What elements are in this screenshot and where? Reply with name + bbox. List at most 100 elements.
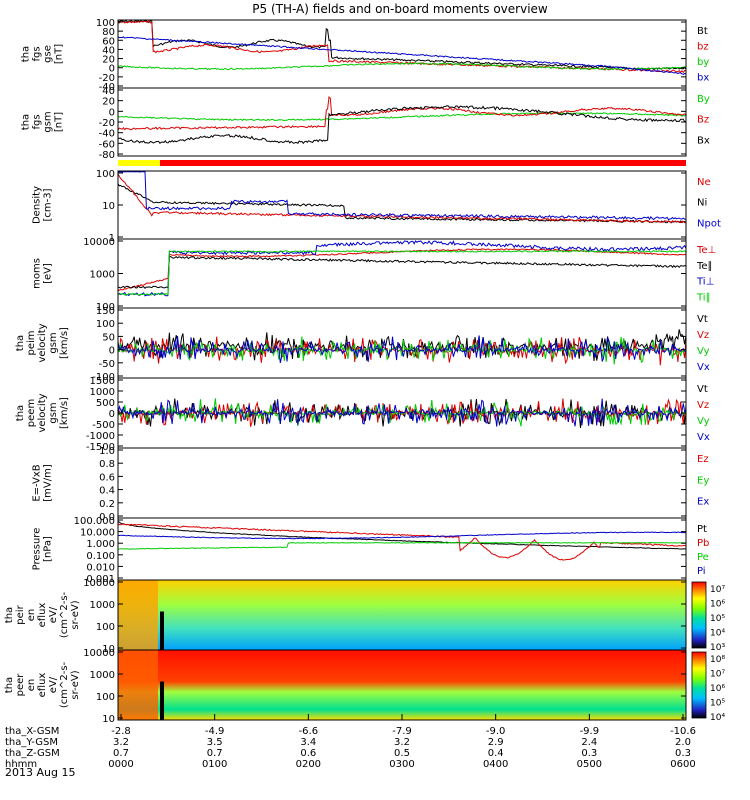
y-label-line: tha xyxy=(4,607,15,623)
colorbar-scale xyxy=(691,651,707,719)
flag-yellow xyxy=(118,160,160,166)
legend-entry-Bx: Bx xyxy=(697,135,710,146)
legend-entry-Vy: Vy xyxy=(697,416,710,427)
y-label-line: eV/ xyxy=(48,676,59,693)
legend-entry-Pe: Pe xyxy=(697,552,709,563)
y-tick-label: 50 xyxy=(102,332,115,343)
y-label-line: en xyxy=(26,609,37,622)
y-tick-label: -60 xyxy=(99,139,115,150)
trace-blue xyxy=(117,36,687,75)
y-label-line: gsm xyxy=(48,332,59,353)
y-tick-label: 1.0 xyxy=(99,446,115,457)
y-tick-label: -1000 xyxy=(86,431,115,442)
y-axis-label: E=-VxB [mV/m] xyxy=(32,464,54,502)
legend-entry-Npot: Npot xyxy=(697,218,721,229)
x-row-value: 0.7 xyxy=(207,748,223,759)
legend-entry-Vt: Vt xyxy=(697,384,708,395)
y-axis-label: tha peir en eflux eV/(cm^2-s-sr-eV) xyxy=(4,591,81,638)
y-tick-label: 1000 xyxy=(90,670,115,681)
y-tick-label: -1500 xyxy=(86,442,115,453)
y-label-line: peem xyxy=(26,399,37,427)
y-tick-label: 100.000 xyxy=(74,516,115,527)
legend-entry-Pi: Pi xyxy=(697,566,706,577)
legend-entry-Ne: Ne xyxy=(697,177,711,188)
panel-frame xyxy=(117,447,687,519)
legend: Te⊥ Te∥ Ti⊥ Ti∥ xyxy=(696,245,716,303)
y-tick-label: 0 xyxy=(109,107,115,118)
colorbar-label: 10⁶ xyxy=(710,600,725,610)
x-row-label: hhmm xyxy=(5,759,37,770)
y-tick-label: 10 xyxy=(102,644,115,655)
y-label-line: E=-VxB xyxy=(32,464,43,501)
y-tick-label: 100 xyxy=(96,18,115,29)
y-tick-label: 10 xyxy=(102,714,115,725)
y-tick-label: -40 xyxy=(99,129,115,140)
spectrogram-gap xyxy=(160,681,164,720)
y-label-line: [km/s] xyxy=(59,327,70,359)
y-tick-label: 1.000 xyxy=(86,539,115,550)
legend-entry-Vx: Vx xyxy=(697,362,710,373)
y-tick-label: -40 xyxy=(99,82,115,93)
legend-entry-Te∥: Te∥ xyxy=(696,261,713,272)
y-tick-label: 0 xyxy=(109,409,115,420)
legend-entry-Vz: Vz xyxy=(697,330,709,341)
x-row-label: tha_X-GSM xyxy=(5,726,59,737)
colorbar: 10⁸ 10⁷ 10⁶ 10⁵ 10⁴ xyxy=(691,651,725,723)
y-label-line: [cm-3] xyxy=(43,188,54,221)
x-row-value: -7.9 xyxy=(392,726,412,737)
colorbar-label: 10⁴ xyxy=(710,629,725,639)
trace-red xyxy=(117,173,687,224)
y-label-line: tha xyxy=(21,46,32,62)
y-tick-label: -20 xyxy=(99,73,115,84)
x-row-value: 0.3 xyxy=(581,748,597,759)
y-label-line: peer xyxy=(15,673,26,697)
y-axis-label: tha fgs gse [nT] xyxy=(21,44,65,64)
x-row-value: 0.7 xyxy=(113,748,129,759)
y-tick-label: 150 xyxy=(96,306,115,317)
legend-entry-Pt: Pt xyxy=(697,524,707,535)
x-row-value: 0000 xyxy=(108,759,133,770)
legend-entry-Ti∥: Ti∥ xyxy=(696,292,711,303)
y-tick-label: 20 xyxy=(102,55,115,66)
x-row-value: 0200 xyxy=(296,759,321,770)
legend: Vt Vz Vy Vx xyxy=(697,384,710,443)
y-tick-label: 10 xyxy=(102,201,115,212)
date-label: 2013 Aug 15 xyxy=(5,766,75,779)
legend-entry-by: by xyxy=(697,57,709,68)
y-label-line: velocity xyxy=(37,393,48,432)
y-label-line: gsm xyxy=(48,402,59,423)
x-row-value: 0500 xyxy=(577,759,602,770)
x-row-value: 3.5 xyxy=(207,737,223,748)
y-axis-label: Pressure [nPa] xyxy=(32,528,54,571)
x-row-value: 3.4 xyxy=(300,737,316,748)
y-axis-label: tha peim velocity gsm [km/s] xyxy=(15,323,70,362)
x-row-value: 0.3 xyxy=(675,748,691,759)
y-label-line: fgs xyxy=(32,114,43,129)
y-tick-label: 100 xyxy=(96,302,115,313)
y-label-line: gse xyxy=(43,45,54,63)
colorbar-scale xyxy=(691,581,707,649)
spectrogram-fill xyxy=(118,580,686,650)
colorbar-label: 10⁵ xyxy=(710,614,725,624)
colorbar-label: 10⁸ xyxy=(710,655,725,665)
y-label-line: tha xyxy=(4,677,15,693)
y-label-line: sr-eV) xyxy=(70,670,81,699)
spectrogram-gap xyxy=(160,611,164,650)
colorbar-label: 10⁷ xyxy=(710,670,725,680)
spectrogram-early-band xyxy=(118,650,158,720)
y-label-line: eflux xyxy=(37,673,48,698)
spectrogram-early-band xyxy=(118,580,158,650)
colorbar: 10⁷ 10⁶ 10⁵ 10⁴ 10³ xyxy=(691,581,725,653)
y-tick-label: 10000 xyxy=(83,578,115,589)
colorbar-label: 10⁴ xyxy=(710,713,725,723)
y-label-line: [nT] xyxy=(54,44,65,64)
trace-green xyxy=(117,398,687,427)
y-axis-label: moms [eV] xyxy=(32,258,54,289)
y-label-line: (cm^2-s- xyxy=(59,661,70,708)
legend: Ne Ni Npot xyxy=(697,177,721,229)
legend-entry-Ti⊥: Ti⊥ xyxy=(696,277,714,288)
colorbar-label: 10⁶ xyxy=(710,684,725,694)
trace-blue xyxy=(117,398,687,427)
y-axis-label: Density [cm-3] xyxy=(32,186,54,224)
